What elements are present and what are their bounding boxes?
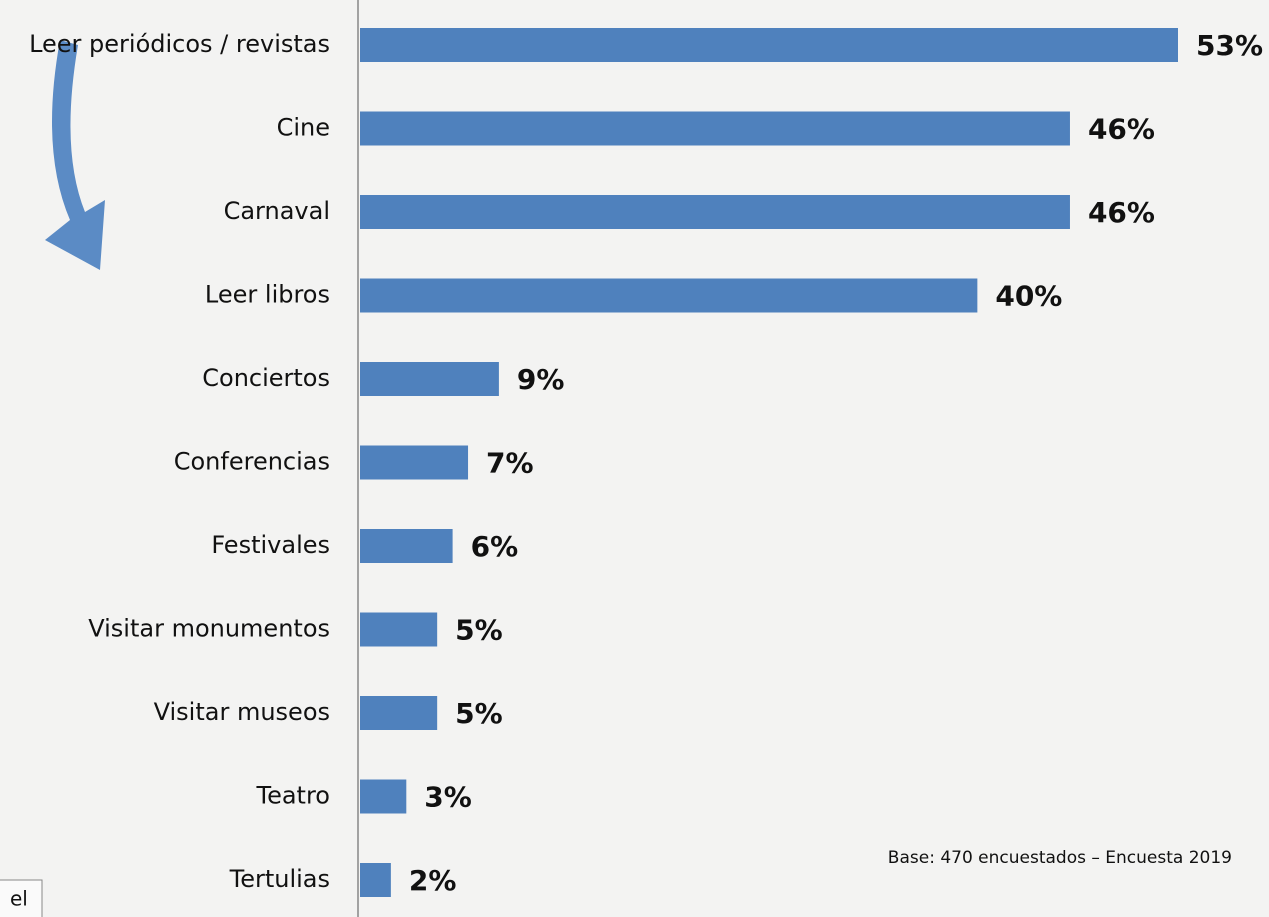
bar [360, 445, 469, 480]
value-label: 2% [409, 864, 457, 897]
category-label: Leer periódicos / revistas [29, 30, 330, 58]
value-label: 46% [1088, 196, 1155, 229]
category-label: Visitar museos [154, 698, 330, 726]
bar [360, 779, 407, 814]
value-label: 5% [455, 697, 503, 730]
category-label: Conciertos [202, 364, 330, 392]
category-label: Teatro [256, 782, 331, 810]
value-label: 3% [424, 781, 472, 814]
value-label: 53% [1196, 29, 1263, 62]
category-label: Tertulias [229, 865, 330, 893]
value-label: 5% [455, 614, 503, 647]
value-label: 6% [471, 530, 519, 563]
side-box [0, 879, 43, 917]
category-label: Leer libros [205, 281, 330, 309]
bar [360, 111, 1070, 146]
value-label: 46% [1088, 113, 1155, 146]
category-label: Visitar monumentos [88, 615, 330, 643]
value-label: 7% [486, 447, 534, 480]
category-label: Cine [277, 114, 330, 142]
bar [360, 28, 1178, 62]
bar [360, 612, 438, 647]
decorative-arrow [45, 40, 105, 270]
value-label: 40% [995, 280, 1062, 313]
bar [360, 362, 499, 396]
bar [360, 863, 391, 897]
bar [360, 696, 438, 730]
note: Base: 470 encuestados – Encuesta 2019 [888, 848, 1232, 868]
category-label: Conferencias [174, 448, 330, 476]
side-text: el [10, 887, 28, 911]
value-label: 9% [517, 363, 565, 396]
bar [360, 529, 453, 563]
category-label: Festivales [211, 531, 330, 559]
bar [360, 278, 978, 313]
category-label: Carnaval [224, 197, 330, 225]
bar [360, 195, 1070, 229]
